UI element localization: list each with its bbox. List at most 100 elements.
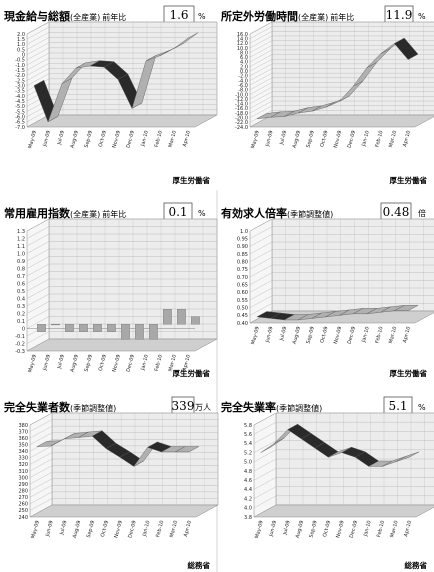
y-tick-label: 6.0	[240, 55, 248, 61]
floor	[29, 504, 219, 518]
y-tick-label: -1.5	[15, 68, 25, 74]
x-tick-label: Nov-09	[333, 326, 343, 345]
y-tick-label: 380	[18, 423, 28, 429]
y-tick-label: 0.9	[17, 259, 25, 265]
gridline-side	[26, 42, 50, 55]
x-tick-label: Oct-09	[322, 520, 332, 538]
x-tick-label: Jul-09	[282, 520, 292, 536]
x-tick-label: Nov-09	[333, 130, 343, 149]
gridline-side	[26, 27, 50, 40]
chart-title-suffix: 前年比	[102, 12, 126, 22]
chart-panel-1: 現金給与総額(全産業) 前年比 1.6 %2.01.51.00.50-0.5-1.0-…	[4, 5, 218, 185]
y-tick-label: -22.0	[235, 120, 248, 126]
gridline-side	[249, 45, 273, 58]
gridline-side	[26, 52, 50, 66]
y-tick-label: -2.5	[15, 78, 25, 84]
chart-panel-4: 有効求人倍率(季節調整値) 0.48 倍 1.00.95 0.90 0.850.80 0.7…	[221, 202, 434, 378]
chart-title-main: 常用雇用指数	[4, 206, 71, 220]
latest-value: 5.1	[388, 399, 407, 413]
x-tick-label: Aug-09	[72, 520, 82, 539]
gridline-side	[29, 425, 53, 439]
chart-panel-2: 所定外労働時間(全産業) 前年比 11.9 % 16.014.012.010.08.06…	[221, 5, 434, 185]
y-tick-label: -0.3	[15, 349, 25, 355]
gridline-side	[249, 272, 273, 285]
y-tick-label: 5.8	[244, 423, 252, 429]
x-tick-label: Feb-10	[374, 326, 384, 344]
gridline-side	[253, 477, 277, 490]
y-tick-label: 340	[18, 449, 28, 455]
x-tick-label: Feb-10	[154, 130, 164, 148]
x-tick-label: Oct-09	[98, 354, 108, 372]
x-tick-label: Oct-09	[319, 326, 329, 344]
gridline-side	[26, 263, 50, 277]
gridline-side	[249, 26, 273, 39]
x-tick-label: Apr-10	[182, 354, 192, 371]
gridline-side	[26, 293, 50, 307]
latest-value: 0.48	[383, 205, 410, 219]
gridline-side	[249, 264, 273, 278]
value-unit: 倍	[418, 208, 426, 218]
x-tick-label: Jun-09	[268, 520, 278, 538]
y-tick-label: 0.0	[240, 69, 248, 75]
x-tick-label: May-09	[27, 354, 38, 373]
gridline-side	[29, 485, 53, 498]
x-tick-label: Dec-09	[126, 354, 136, 373]
x-tick-label: Mar-10	[388, 326, 398, 344]
x-tick-label: Mar-10	[169, 520, 179, 538]
bar	[65, 324, 74, 332]
y-tick-label: 10.0	[237, 46, 248, 52]
x-tick-label: Jun-09	[42, 354, 52, 372]
y-tick-label: 4.4	[244, 487, 252, 493]
gridline-side	[29, 498, 53, 511]
chart-title-main: 所定外労働時間	[221, 9, 298, 23]
y-tick-label: -4.0	[15, 94, 25, 100]
value-unit: %	[198, 209, 206, 218]
chart-title-suffix: 前年比	[102, 209, 126, 219]
x-tick-label: Mar-10	[389, 520, 399, 538]
x-tick-label: Oct-09	[319, 130, 329, 148]
x-tick-label: Jan-10	[140, 130, 150, 148]
gridline-side	[29, 432, 53, 445]
y-tick-label: -2.0	[15, 73, 25, 79]
y-tick-label: 0.40	[237, 321, 248, 327]
x-tick-label: Nov-09	[112, 354, 122, 373]
y-tick-label: 250	[18, 508, 28, 514]
chart-title: 有効求人倍率(季節調整値)	[221, 206, 333, 220]
y-tick-label: 0.6	[17, 281, 25, 287]
y-tick-label: 240	[18, 515, 28, 521]
source-label: 厚生労働省	[173, 175, 211, 185]
y-tick-label: -1.0	[15, 63, 25, 69]
gridline-side	[26, 233, 50, 247]
bar	[135, 324, 144, 340]
y-tick-label: -4.5	[15, 99, 25, 105]
x-tick-label: Oct-09	[98, 130, 108, 148]
y-tick-label: 0.7	[17, 274, 25, 280]
y-tick-label: -20.0	[235, 116, 248, 122]
chart-title-subtitle: (季節調整値)	[287, 209, 333, 219]
y-tick-label: 1.2	[17, 236, 25, 242]
gridline-side	[249, 110, 273, 123]
y-tick-label: 4.6	[244, 478, 252, 484]
chart-panel-3: 常用雇用指数(全産業) 前年比 0.1 %1.31.21.11.00.90.80.70…	[4, 202, 218, 378]
gridline-side	[253, 431, 277, 444]
y-tick-label: 0.45	[237, 313, 248, 319]
source-label: 総務省	[405, 560, 428, 570]
gridline-side	[26, 218, 50, 232]
gridline-side	[29, 491, 53, 505]
chart-title-main: 有効求人倍率	[221, 206, 287, 220]
y-tick-label: 1.0	[240, 229, 248, 235]
y-tick-label: 0.1	[17, 319, 25, 325]
x-tick-label: Aug-09	[295, 520, 305, 539]
y-tick-label: 12.0	[237, 41, 248, 47]
y-tick-label: 16.0	[237, 32, 248, 38]
x-tick-label: Dec-09	[349, 520, 359, 539]
y-tick-label: 290	[18, 482, 28, 488]
x-tick-label: Jun-09	[44, 520, 54, 538]
source-label: 厚生労働省	[390, 368, 428, 378]
x-tick-label: May-09	[30, 520, 41, 539]
value-unit: %	[198, 12, 206, 21]
bar	[79, 324, 88, 332]
x-tick-label: Sep-09	[308, 520, 318, 539]
x-tick-label: Sep-09	[305, 130, 315, 149]
y-tick-label: 370	[18, 429, 28, 435]
